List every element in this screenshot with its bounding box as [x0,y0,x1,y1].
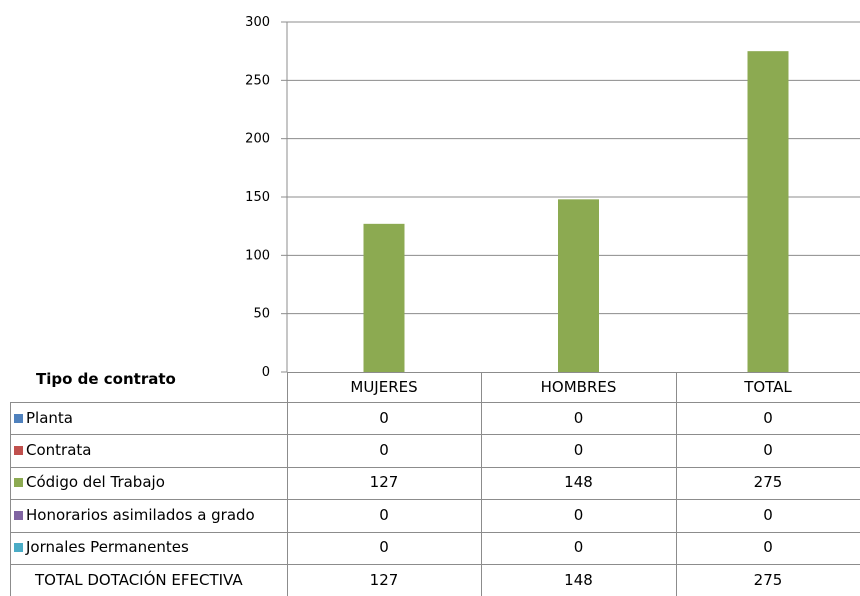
table-row-label: TOTAL DOTACIÓN EFECTIVA [10,564,287,596]
table-row-label: Código del Trabajo [10,467,287,499]
legend-swatch [14,413,23,423]
table-row-border [10,466,860,468]
table-cell: 127 [369,473,399,492]
y-tick-label: 100 [245,248,270,263]
table-row-label: Jornales Permanentes [10,532,287,564]
table-row-border [10,564,860,565]
table-column-border [287,372,288,596]
bar-c-digo-del-trabajo-mujeres [363,223,405,372]
table-title: Tipo de contrato [36,370,176,388]
y-axis-ticks: 0 50 100 150 200 250 300 [245,15,270,380]
bar-c-digo-del-trabajo-hombres [558,199,599,372]
series-name: Planta [26,408,73,427]
table-cell: 0 [379,441,389,460]
table-row-label: Contrata [10,434,287,466]
table-row-border [10,402,860,403]
table-cell: 0 [573,408,584,427]
table-left-border [10,402,11,596]
category-label: MUJERES [350,377,418,396]
y-tick-label: 50 [253,307,270,322]
y-tick-label: 300 [245,15,270,30]
table-cell: 0 [763,505,773,524]
y-tick-label: 150 [245,190,270,205]
table-cell: 275 [753,570,783,589]
y-tick-label: 0 [262,365,270,380]
table-cell: 0 [379,408,389,427]
legend-swatch [14,446,23,456]
bar-c-digo-del-trabajo-total [747,51,789,373]
table-row-border [10,434,860,436]
table-row-label: Honorarios asimilados a grado [10,499,287,531]
table-header-top-border [287,372,860,373]
legend-swatch [14,543,23,553]
y-tick-label: 200 [245,132,270,147]
table-column-border [481,372,482,596]
table-cell: 0 [763,408,773,427]
table-row-border [10,531,860,533]
table-cell: 0 [573,441,584,460]
series-name: Honorarios asimilados a grado [26,505,255,524]
table-cell: 0 [573,538,584,557]
series-name: Contrata [26,441,92,460]
table-row-label: Planta [10,402,287,434]
table-cell: 0 [763,538,773,557]
y-tick-label: 250 [245,73,270,88]
table-cell: 0 [379,538,389,557]
table-cell: 0 [763,441,773,460]
table-cell: 0 [379,505,389,524]
table-cell: 0 [573,505,584,524]
table-cell: 148 [564,570,593,589]
table-cell: 127 [369,570,399,589]
series-name: TOTAL DOTACIÓN EFECTIVA [35,570,243,589]
category-label: TOTAL [744,377,792,396]
category-label: HOMBRES [540,377,617,396]
table-row-border [10,499,860,501]
table-column-border [676,372,677,596]
bars [363,51,789,373]
series-name: Jornales Permanentes [26,538,189,557]
table-cell: 275 [753,473,783,492]
legend-swatch [14,510,23,520]
table-cell: 148 [564,473,593,492]
series-name: Código del Trabajo [26,473,165,492]
legend-swatch [14,478,23,488]
